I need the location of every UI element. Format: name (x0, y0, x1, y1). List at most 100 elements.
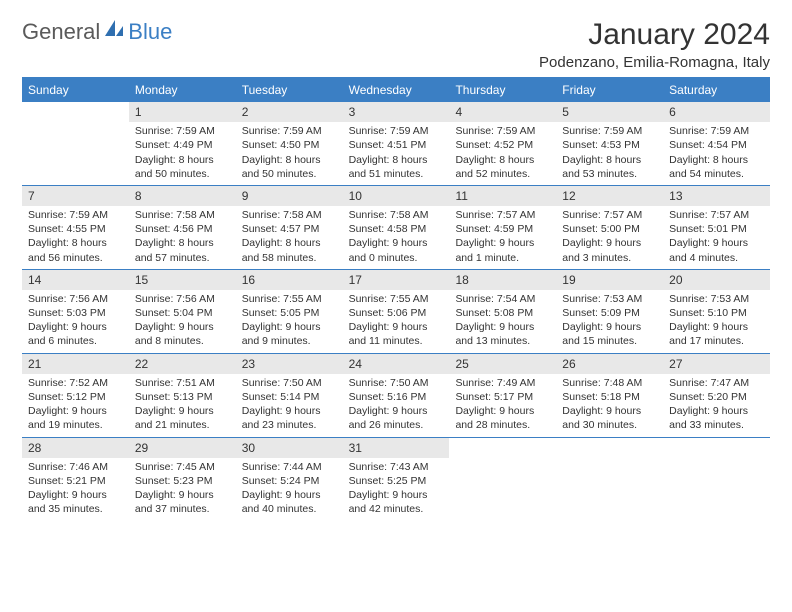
day-body: Sunrise: 7:56 AMSunset: 5:03 PMDaylight:… (22, 290, 129, 353)
sunrise-text: Sunrise: 7:57 AM (669, 208, 764, 222)
sunrise-text: Sunrise: 7:59 AM (669, 124, 764, 138)
daylight-text-2: and 15 minutes. (562, 334, 657, 348)
day-cell (663, 438, 770, 521)
daylight-text-2: and 8 minutes. (135, 334, 230, 348)
day-body: Sunrise: 7:55 AMSunset: 5:05 PMDaylight:… (236, 290, 343, 353)
daylight-text-2: and 1 minute. (455, 251, 550, 265)
daylight-text-1: Daylight: 9 hours (242, 488, 337, 502)
day-cell: 3Sunrise: 7:59 AMSunset: 4:51 PMDaylight… (343, 102, 450, 185)
daylight-text-1: Daylight: 9 hours (455, 236, 550, 250)
daylight-text-1: Daylight: 8 hours (349, 153, 444, 167)
day-number (449, 438, 556, 458)
daylight-text-1: Daylight: 9 hours (349, 320, 444, 334)
sunset-text: Sunset: 5:17 PM (455, 390, 550, 404)
sunrise-text: Sunrise: 7:58 AM (349, 208, 444, 222)
daylight-text-1: Daylight: 9 hours (28, 488, 123, 502)
day-number: 12 (556, 186, 663, 206)
daylight-text-1: Daylight: 9 hours (349, 404, 444, 418)
sunrise-text: Sunrise: 7:56 AM (28, 292, 123, 306)
page-title: January 2024 (539, 18, 770, 52)
header: General Blue January 2024 Podenzano, Emi… (22, 18, 770, 71)
day-cell: 20Sunrise: 7:53 AMSunset: 5:10 PMDayligh… (663, 270, 770, 353)
day-number (663, 438, 770, 458)
daylight-text-2: and 11 minutes. (349, 334, 444, 348)
sunrise-text: Sunrise: 7:55 AM (242, 292, 337, 306)
day-cell: 31Sunrise: 7:43 AMSunset: 5:25 PMDayligh… (343, 438, 450, 521)
logo-text-general: General (22, 19, 100, 45)
daylight-text-1: Daylight: 8 hours (669, 153, 764, 167)
daylight-text-2: and 53 minutes. (562, 167, 657, 181)
day-cell: 13Sunrise: 7:57 AMSunset: 5:01 PMDayligh… (663, 186, 770, 269)
daylight-text-2: and 37 minutes. (135, 502, 230, 516)
sunset-text: Sunset: 4:49 PM (135, 138, 230, 152)
sunset-text: Sunset: 4:52 PM (455, 138, 550, 152)
daylight-text-1: Daylight: 9 hours (669, 320, 764, 334)
day-cell: 27Sunrise: 7:47 AMSunset: 5:20 PMDayligh… (663, 354, 770, 437)
sunset-text: Sunset: 4:51 PM (349, 138, 444, 152)
day-body: Sunrise: 7:53 AMSunset: 5:10 PMDaylight:… (663, 290, 770, 353)
sunset-text: Sunset: 5:10 PM (669, 306, 764, 320)
day-number: 6 (663, 102, 770, 122)
daylight-text-1: Daylight: 8 hours (562, 153, 657, 167)
day-cell: 7Sunrise: 7:59 AMSunset: 4:55 PMDaylight… (22, 186, 129, 269)
daylight-text-1: Daylight: 8 hours (242, 236, 337, 250)
day-cell: 19Sunrise: 7:53 AMSunset: 5:09 PMDayligh… (556, 270, 663, 353)
day-number: 19 (556, 270, 663, 290)
day-body: Sunrise: 7:58 AMSunset: 4:56 PMDaylight:… (129, 206, 236, 269)
sunset-text: Sunset: 5:14 PM (242, 390, 337, 404)
dow-cell: Friday (556, 79, 663, 101)
daylight-text-2: and 3 minutes. (562, 251, 657, 265)
day-cell: 2Sunrise: 7:59 AMSunset: 4:50 PMDaylight… (236, 102, 343, 185)
daylight-text-1: Daylight: 9 hours (669, 404, 764, 418)
daylight-text-1: Daylight: 9 hours (135, 320, 230, 334)
logo: General Blue (22, 18, 172, 45)
day-cell: 21Sunrise: 7:52 AMSunset: 5:12 PMDayligh… (22, 354, 129, 437)
day-number: 20 (663, 270, 770, 290)
sunrise-text: Sunrise: 7:48 AM (562, 376, 657, 390)
day-number: 4 (449, 102, 556, 122)
day-cell: 17Sunrise: 7:55 AMSunset: 5:06 PMDayligh… (343, 270, 450, 353)
day-body: Sunrise: 7:48 AMSunset: 5:18 PMDaylight:… (556, 374, 663, 437)
sunset-text: Sunset: 4:58 PM (349, 222, 444, 236)
week-row: 28Sunrise: 7:46 AMSunset: 5:21 PMDayligh… (22, 437, 770, 521)
daylight-text-2: and 57 minutes. (135, 251, 230, 265)
daylight-text-2: and 54 minutes. (669, 167, 764, 181)
daylight-text-2: and 40 minutes. (242, 502, 337, 516)
day-cell: 18Sunrise: 7:54 AMSunset: 5:08 PMDayligh… (449, 270, 556, 353)
sunset-text: Sunset: 5:20 PM (669, 390, 764, 404)
day-number: 5 (556, 102, 663, 122)
sunrise-text: Sunrise: 7:57 AM (455, 208, 550, 222)
daylight-text-1: Daylight: 9 hours (28, 404, 123, 418)
daylight-text-2: and 6 minutes. (28, 334, 123, 348)
day-cell: 14Sunrise: 7:56 AMSunset: 5:03 PMDayligh… (22, 270, 129, 353)
day-body: Sunrise: 7:45 AMSunset: 5:23 PMDaylight:… (129, 458, 236, 521)
sunset-text: Sunset: 5:16 PM (349, 390, 444, 404)
day-number: 9 (236, 186, 343, 206)
sunrise-text: Sunrise: 7:58 AM (135, 208, 230, 222)
daylight-text-2: and 35 minutes. (28, 502, 123, 516)
day-cell (556, 438, 663, 521)
day-body: Sunrise: 7:58 AMSunset: 4:58 PMDaylight:… (343, 206, 450, 269)
day-body: Sunrise: 7:57 AMSunset: 4:59 PMDaylight:… (449, 206, 556, 269)
day-number: 10 (343, 186, 450, 206)
daylight-text-2: and 52 minutes. (455, 167, 550, 181)
day-cell: 1Sunrise: 7:59 AMSunset: 4:49 PMDaylight… (129, 102, 236, 185)
day-cell (22, 102, 129, 185)
daylight-text-1: Daylight: 9 hours (669, 236, 764, 250)
dow-cell: Monday (129, 79, 236, 101)
sunset-text: Sunset: 5:21 PM (28, 474, 123, 488)
sunrise-text: Sunrise: 7:53 AM (562, 292, 657, 306)
day-cell: 28Sunrise: 7:46 AMSunset: 5:21 PMDayligh… (22, 438, 129, 521)
day-number (556, 438, 663, 458)
sunrise-text: Sunrise: 7:57 AM (562, 208, 657, 222)
sunset-text: Sunset: 5:00 PM (562, 222, 657, 236)
dow-cell: Wednesday (343, 79, 450, 101)
sunrise-text: Sunrise: 7:50 AM (242, 376, 337, 390)
sunrise-text: Sunrise: 7:59 AM (242, 124, 337, 138)
day-body: Sunrise: 7:54 AMSunset: 5:08 PMDaylight:… (449, 290, 556, 353)
day-cell: 23Sunrise: 7:50 AMSunset: 5:14 PMDayligh… (236, 354, 343, 437)
sunset-text: Sunset: 5:13 PM (135, 390, 230, 404)
sunrise-text: Sunrise: 7:54 AM (455, 292, 550, 306)
day-number: 11 (449, 186, 556, 206)
daylight-text-1: Daylight: 8 hours (455, 153, 550, 167)
